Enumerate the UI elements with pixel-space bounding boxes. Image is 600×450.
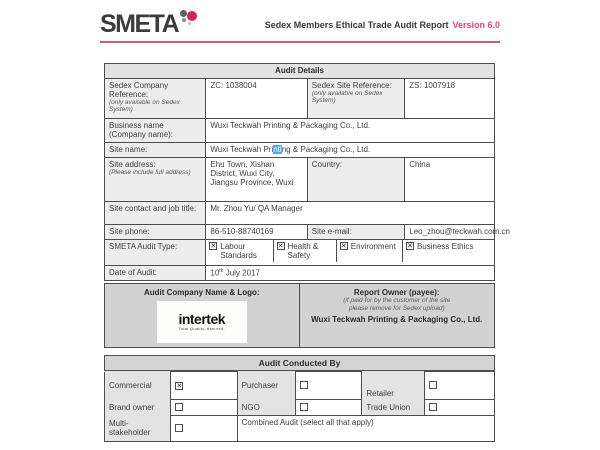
- audit-date-value: 10th July 2017: [205, 265, 495, 281]
- site-ref-value: ZS: 1007918: [404, 78, 495, 119]
- commercial-checkbox[interactable]: ✕: [175, 382, 184, 390]
- trade-union-checkbox-cell[interactable]: [423, 399, 496, 416]
- audit-date-label: Date of Audit:: [103, 265, 207, 281]
- site-contact-label: Site contact and job title:: [103, 201, 207, 225]
- intertek-logo-text: intertek: [178, 311, 226, 327]
- business-name-value: Wuxi Teckwah Printing & Packaging Co., L…: [205, 118, 495, 143]
- site-ref-label: Sedex Site Reference:: [311, 81, 392, 90]
- header-divider: [100, 41, 500, 43]
- report-owner-value: Wuxi Teckwah Printing & Packaging Co., L…: [311, 314, 483, 324]
- report-owner-cell: Report Owner (payee): (if paid for by th…: [300, 284, 495, 347]
- audit-type-option: ✕ Health & Safety: [272, 240, 336, 262]
- retailer-label: Retailer: [366, 388, 394, 398]
- environment-label: Environment: [350, 242, 396, 251]
- brand-owner-checkbox-cell[interactable]: [170, 399, 238, 416]
- retailer-checkbox[interactable]: [428, 380, 437, 389]
- site-email-label: Site e-mail:: [306, 224, 406, 240]
- company-ref-value: ZC: 1038004: [205, 78, 308, 119]
- audit-date-day: 10: [210, 268, 220, 278]
- business-ethics-checkbox[interactable]: ✕: [405, 242, 414, 250]
- site-phone-label: Site phone:: [103, 224, 207, 240]
- audit-type-option: ✕ Environment: [335, 240, 402, 262]
- site-ref-note: (only available on Sedex System): [311, 90, 383, 104]
- labour-standards-checkbox[interactable]: ✕: [209, 242, 218, 250]
- audit-type-options: ✕ Labour Standards ✕ Health & Safety ✕ E…: [205, 239, 495, 266]
- intertek-logo-tagline: Total Quality. Assured.: [178, 326, 225, 331]
- ngo-checkbox[interactable]: [300, 402, 309, 411]
- commercial-checkbox-cell[interactable]: ✕: [170, 371, 238, 400]
- report-title-block: Sedex Members Ethical Trade Audit Report…: [265, 20, 500, 30]
- audit-type-option: ✕ Labour Standards: [206, 240, 272, 262]
- commercial-label: Commercial: [109, 381, 152, 390]
- company-ref-note: (only available on Sedex System): [109, 99, 180, 113]
- report-version: Version 6.0: [452, 20, 500, 30]
- site-address-note: (Please include full address): [109, 169, 191, 176]
- intertek-logo: intertek Total Quality. Assured.: [156, 301, 247, 343]
- trade-union-checkbox[interactable]: [428, 402, 437, 411]
- site-phone-value: 86-510-88740169: [205, 224, 308, 240]
- retailer-checkbox-cell[interactable]: [423, 371, 496, 400]
- audit-company-cell: Audit Company Name & Logo: intertek Tota…: [105, 284, 300, 347]
- site-name-value[interactable]: Wuxi Teckwah Printing & Packaging Co., L…: [205, 142, 495, 158]
- smeta-logo-dots-icon: [179, 10, 198, 30]
- site-address-label: Site address:: [109, 160, 156, 169]
- site-contact-value: Mr. Zhou Yu/ QA Manager: [205, 201, 495, 225]
- trade-union-label: Trade Union: [366, 402, 411, 412]
- country-value: China: [404, 157, 495, 202]
- smeta-logo-text: SMETA: [100, 10, 180, 38]
- report-owner-note: (if paid for by the customer of the site…: [343, 297, 451, 313]
- site-name-text-pre: Wuxi Teckwah Pri: [210, 145, 274, 154]
- site-address-label-cell: Site address: (Please include full addre…: [103, 157, 207, 202]
- site-email-value: Leo_zhou@teckwah.com.cn: [404, 224, 510, 240]
- health-safety-checkbox[interactable]: ✕: [276, 242, 285, 250]
- audit-details-title: Audit Details: [104, 63, 495, 79]
- country-label: Country:: [306, 157, 406, 202]
- multi-stakeholder-checkbox[interactable]: [175, 423, 184, 432]
- purchaser-checkbox-cell[interactable]: [295, 371, 363, 400]
- company-ref-label-cell: Sedex Company Reference: (only available…: [103, 78, 207, 119]
- site-name-label: Site name:: [103, 142, 207, 158]
- multi-stakeholder-label: Multi-stakeholder: [109, 419, 151, 438]
- report-title: Sedex Members Ethical Trade Audit Report: [264, 20, 449, 30]
- site-name-text-selection: nti: [273, 145, 282, 154]
- audit-company-section: Audit Company Name & Logo: intertek Tota…: [104, 283, 495, 348]
- audit-date-rest: July 2017: [223, 268, 260, 278]
- audit-conducted-by-table: Commercial ✕ Purchaser Retailer Brand ow…: [104, 371, 496, 442]
- business-name-label: Business name (Company name):: [103, 118, 207, 143]
- audit-details-section: Audit Details Sedex Company Reference: (…: [103, 63, 510, 281]
- audit-conducted-by-section: Audit Conducted By Commercial ✕ Purchase…: [104, 355, 496, 442]
- report-owner-label: Report Owner (payee):: [353, 288, 440, 297]
- purchaser-checkbox[interactable]: [300, 380, 309, 389]
- site-address-value: Ehu Town, Xishan District, Wuxi City, Ji…: [205, 157, 308, 202]
- audit-conducted-by-title: Audit Conducted By: [104, 355, 495, 371]
- audit-type-label: SMETA Audit Type:: [103, 239, 207, 266]
- audit-details-table: Audit Details Sedex Company Reference: (…: [103, 63, 510, 281]
- audit-type-option: ✕ Business Ethics: [401, 240, 494, 262]
- purchaser-label: Purchaser: [241, 381, 279, 390]
- ngo-label: NGO: [241, 402, 260, 412]
- labour-standards-label: Labour Standards: [220, 242, 257, 260]
- company-ref-label: Sedex Company Reference:: [109, 81, 169, 99]
- combined-audit-label: Combined Audit (select all that apply): [236, 415, 496, 442]
- smeta-logo: SMETA: [100, 10, 198, 39]
- site-name-text-post: ng & Packaging Co., Ltd.: [281, 145, 371, 154]
- audit-date-suffix: th: [219, 268, 224, 274]
- ngo-checkbox-cell[interactable]: [295, 399, 363, 416]
- site-ref-label-cell: Sedex Site Reference: (only available on…: [306, 78, 406, 119]
- environment-checkbox[interactable]: ✕: [339, 242, 348, 250]
- health-safety-label: Health & Safety: [287, 242, 319, 260]
- brand-owner-label: Brand owner: [109, 403, 155, 412]
- audit-company-label: Audit Company Name & Logo:: [143, 288, 260, 297]
- multi-stakeholder-checkbox-cell[interactable]: [170, 415, 238, 442]
- business-ethics-label: Business Ethics: [416, 242, 474, 251]
- brand-owner-checkbox[interactable]: [175, 402, 184, 411]
